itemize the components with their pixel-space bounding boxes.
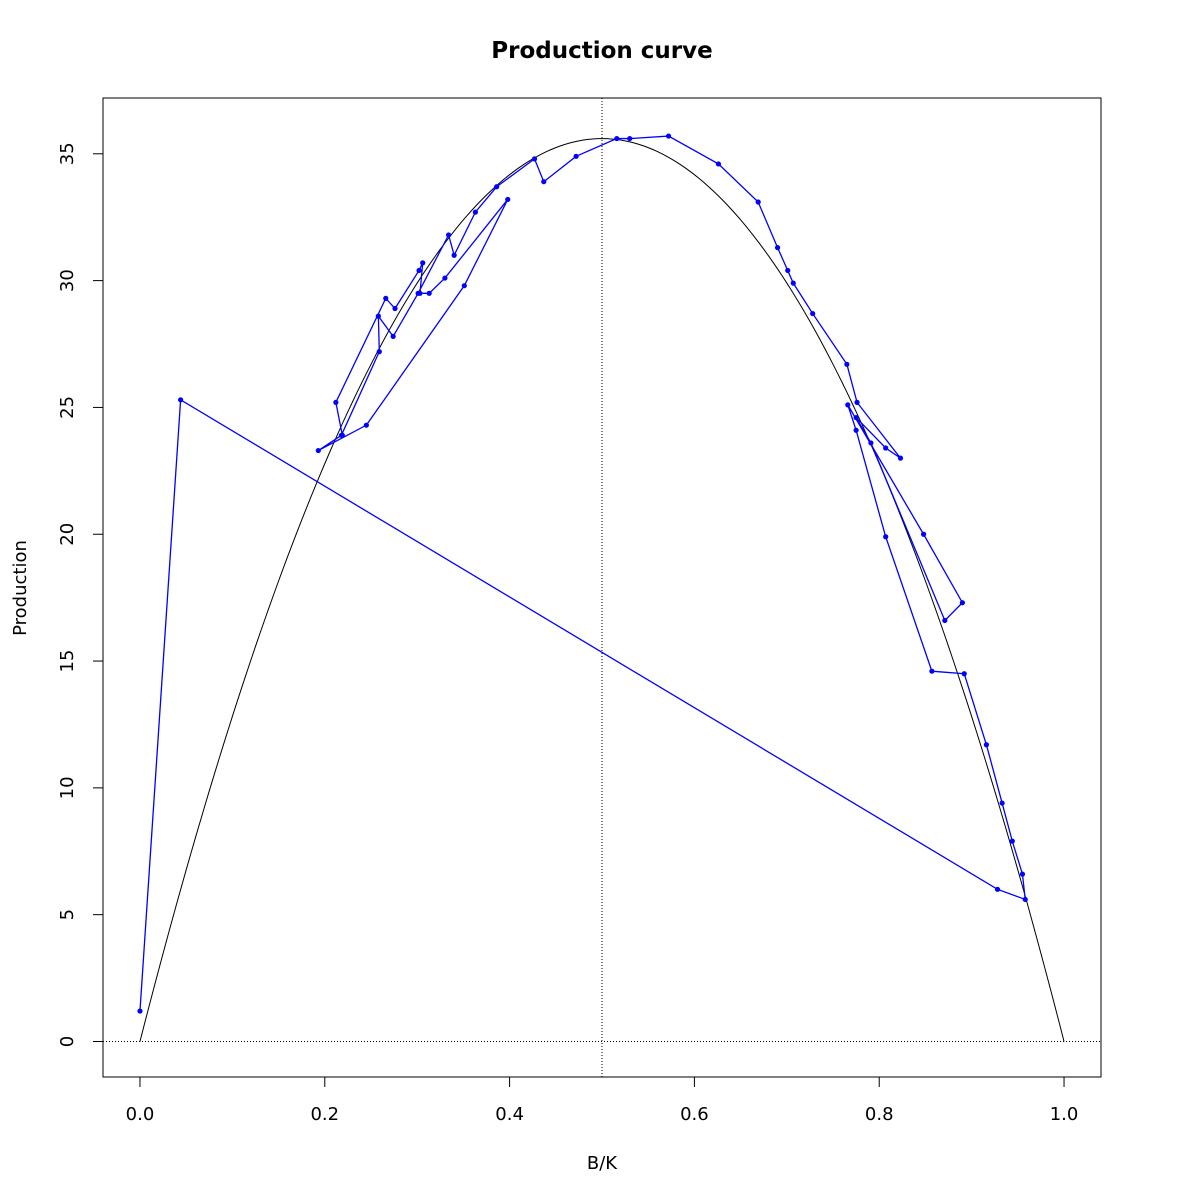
- data-point: [1019, 871, 1026, 877]
- data-point: [1009, 838, 1015, 844]
- data-point: [383, 295, 389, 301]
- data-point: [333, 399, 339, 405]
- data-point: [961, 671, 967, 677]
- y-tick-label: 20: [57, 523, 78, 546]
- x-tick-label: 0.4: [495, 1104, 524, 1125]
- data-point: [315, 447, 321, 454]
- data-point: [785, 267, 791, 274]
- data-point: [755, 199, 761, 205]
- x-axis: 0.0 0.2 0.4 0.6 0.8 1.0: [126, 1076, 1079, 1125]
- data-point: [137, 1008, 143, 1014]
- data-point: [942, 617, 948, 624]
- data-point: [959, 600, 965, 606]
- data-point: [531, 156, 538, 162]
- x-tick-label: 0.0: [126, 1104, 155, 1125]
- data-point: [451, 252, 457, 258]
- y-axis: 0 5 10 15 20 25 30 35: [57, 142, 104, 1047]
- y-tick-label: 35: [57, 142, 78, 165]
- data-point: [774, 245, 781, 251]
- data-point: [994, 886, 1001, 892]
- data-point: [897, 455, 904, 461]
- x-tick-label: 0.6: [680, 1104, 709, 1125]
- y-tick-label: 0: [57, 1036, 78, 1047]
- data-point: [417, 290, 423, 296]
- data-point: [665, 133, 672, 139]
- x-axis-label: B/K: [587, 1153, 618, 1174]
- data-point: [790, 280, 796, 286]
- data-point: [446, 232, 452, 238]
- data-point: [1022, 896, 1028, 903]
- x-tick-label: 0.8: [865, 1104, 894, 1125]
- data-point: [461, 283, 467, 289]
- data-point: [983, 742, 990, 748]
- data-point: [420, 260, 426, 266]
- data-point: [868, 440, 874, 446]
- chart-title: Production curve: [491, 38, 712, 64]
- y-tick-label: 15: [57, 650, 78, 673]
- plot-area: [103, 98, 1101, 1077]
- series-line-0: [139, 135, 1026, 1012]
- data-point: [883, 534, 889, 540]
- data-point: [375, 313, 381, 319]
- data-point: [472, 209, 478, 215]
- data-point: [339, 432, 345, 438]
- data-point: [853, 427, 859, 433]
- data-point: [920, 531, 927, 537]
- production-curve-line: [139, 138, 1065, 1042]
- x-tick-label: 1.0: [1050, 1104, 1079, 1125]
- data-point: [376, 349, 382, 355]
- y-tick-label: 5: [57, 909, 78, 920]
- data-point: [844, 361, 850, 367]
- data-point: [854, 399, 860, 405]
- data-point: [883, 445, 889, 451]
- data-point: [494, 184, 500, 190]
- data-point: [426, 290, 432, 296]
- data-point: [505, 196, 511, 203]
- data-point: [541, 179, 547, 185]
- data-point: [929, 668, 935, 674]
- y-tick-label: 10: [57, 776, 78, 799]
- data-point: [392, 305, 398, 312]
- y-tick-label: 30: [57, 269, 78, 292]
- data-point: [627, 135, 633, 142]
- data-point: [853, 414, 859, 421]
- data-point: [715, 161, 722, 167]
- data-point: [416, 267, 422, 274]
- y-tick-label: 25: [57, 396, 78, 419]
- data-point: [845, 402, 851, 408]
- data-point: [810, 310, 816, 317]
- data-point: [178, 397, 184, 403]
- data-point: [363, 422, 369, 428]
- y-axis-label: Production: [10, 540, 31, 636]
- data-point: [442, 275, 448, 281]
- data-point: [573, 153, 579, 159]
- data-point: [999, 800, 1005, 806]
- x-tick-label: 0.2: [310, 1104, 339, 1125]
- data-point: [390, 333, 396, 340]
- data-point: [614, 135, 620, 142]
